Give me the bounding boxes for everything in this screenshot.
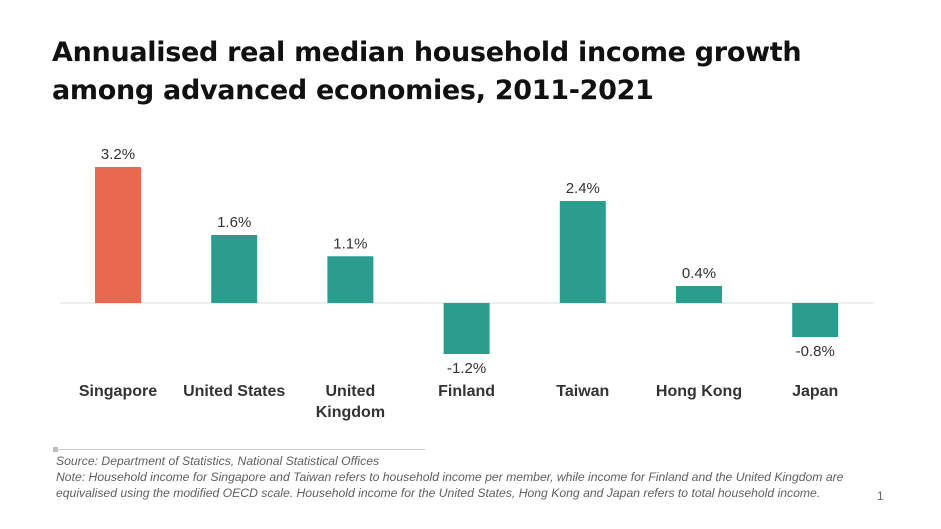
chart-title: Annualised real median household income … xyxy=(52,37,802,106)
note-text: Note: Household income for Singapore and… xyxy=(56,470,844,500)
category-label: United xyxy=(326,383,376,400)
data-label: 1.1% xyxy=(333,235,367,252)
source-text: Source: Department of Statistics, Nation… xyxy=(56,454,380,468)
category-label: Taiwan xyxy=(556,383,609,400)
bar-united-states xyxy=(211,235,258,303)
data-label: 3.2% xyxy=(101,146,135,163)
bar-japan xyxy=(792,303,839,337)
category-label: United States xyxy=(183,383,285,400)
footnote: Source: Department of Statistics, Nation… xyxy=(56,453,856,501)
category-label: Singapore xyxy=(79,383,157,400)
bar-taiwan xyxy=(559,201,606,303)
data-label: 0.4% xyxy=(682,265,716,282)
bar-singapore xyxy=(95,167,141,303)
category-label: Kingdom xyxy=(316,404,385,421)
data-label: 1.6% xyxy=(217,214,251,231)
data-label: -1.2% xyxy=(447,360,486,377)
data-label: -0.8% xyxy=(796,343,835,360)
category-label: Hong Kong xyxy=(656,383,742,400)
bar-finland xyxy=(443,303,490,354)
category-label: Japan xyxy=(792,383,838,400)
category-label: Finland xyxy=(438,383,495,400)
data-label: 2.4% xyxy=(566,180,600,197)
source-divider xyxy=(55,449,425,450)
bar-hong-kong xyxy=(676,286,722,303)
page-number: 1 xyxy=(877,489,884,503)
bar-chart: 3.2% Singapore 1.6% United States 1.1% United… xyxy=(60,146,874,421)
bar-united-kingdom xyxy=(327,256,374,303)
